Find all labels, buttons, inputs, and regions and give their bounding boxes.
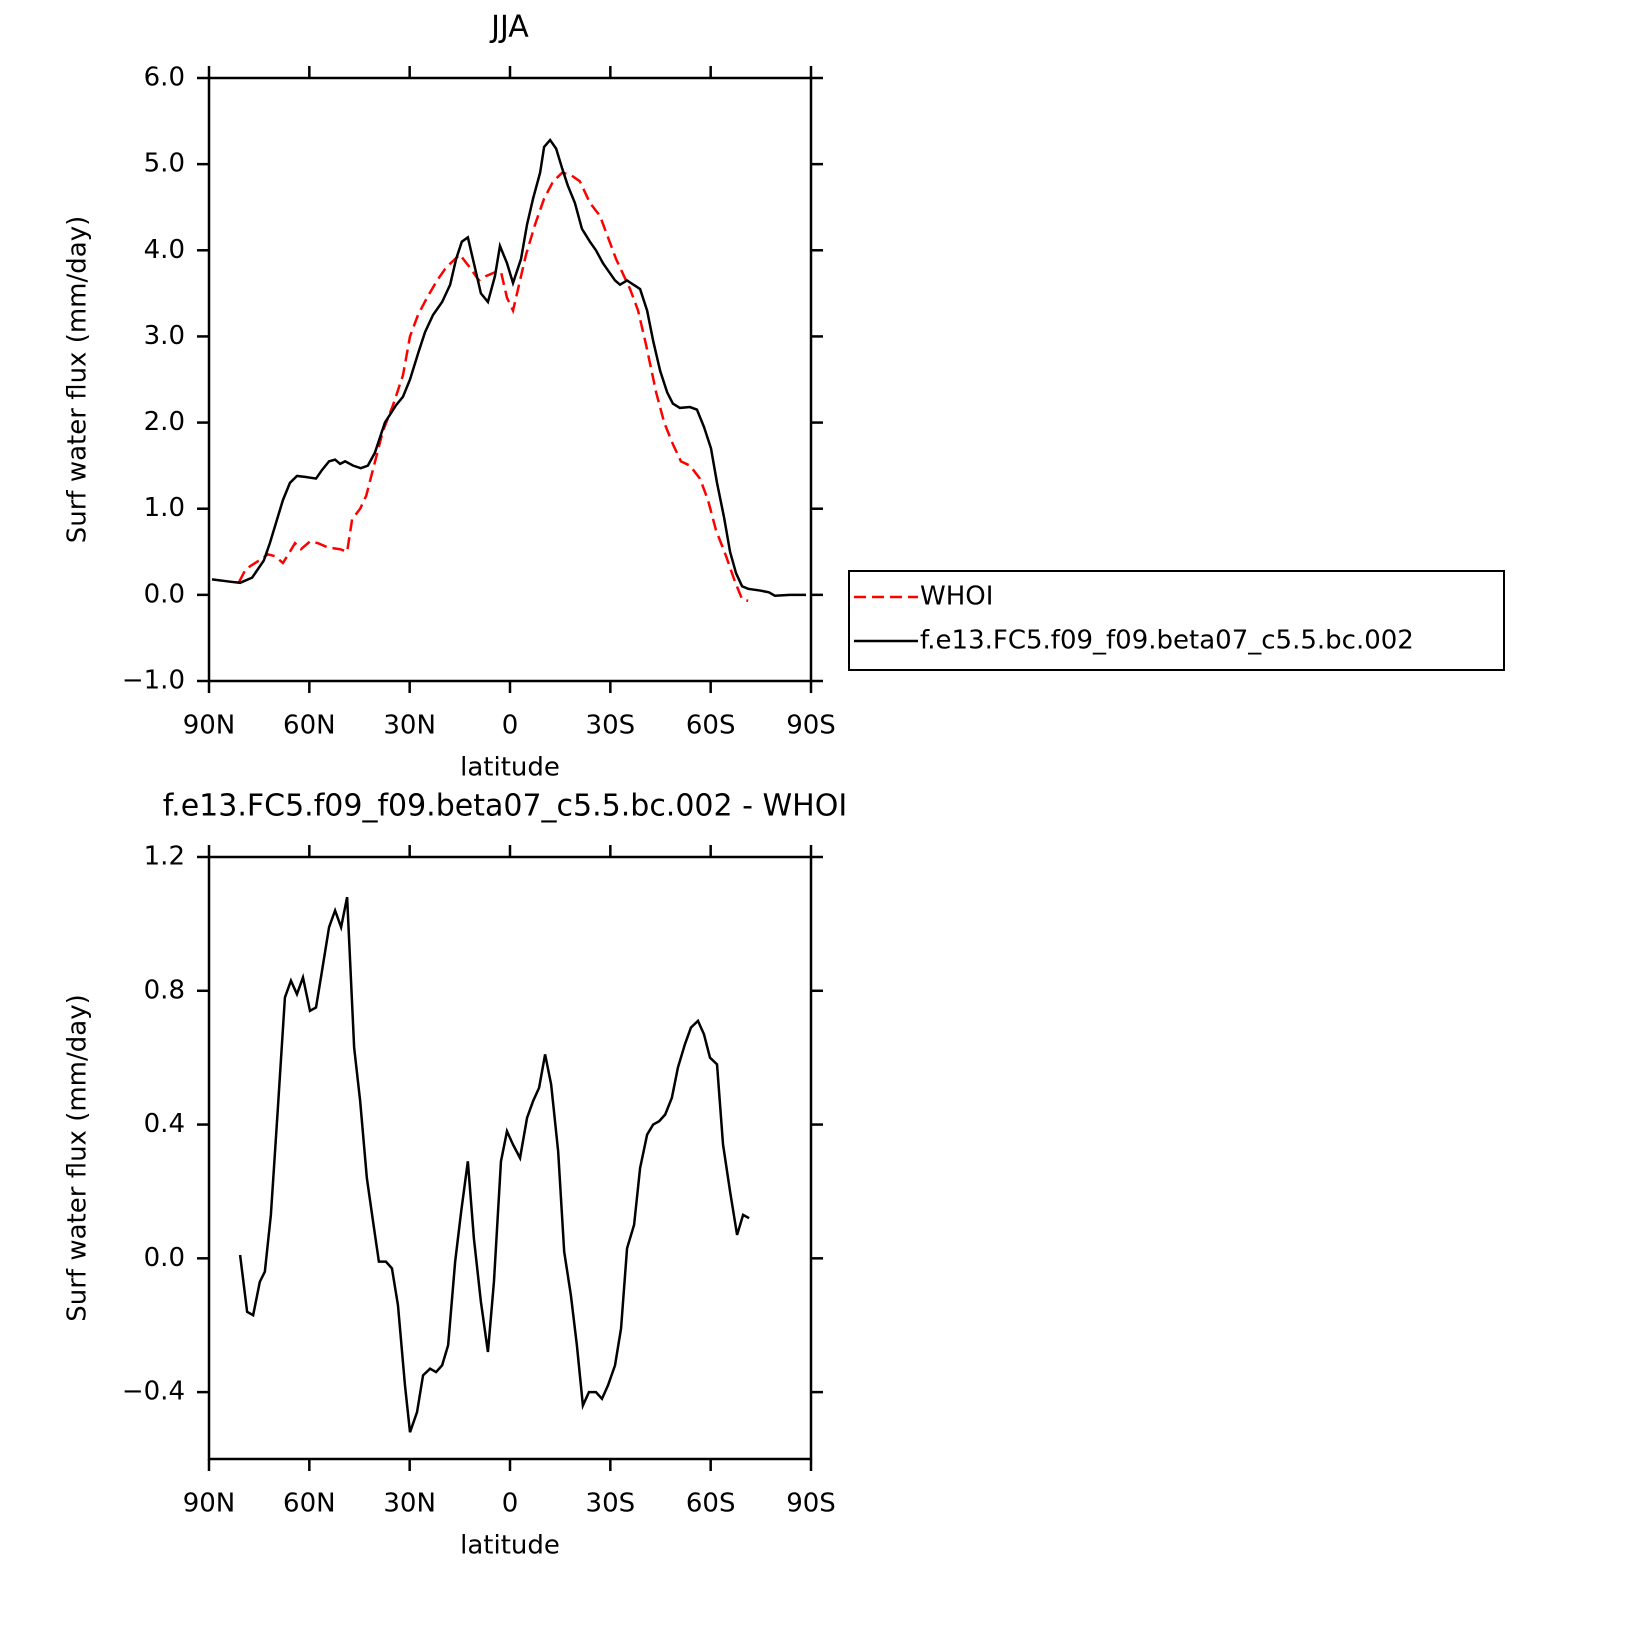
y-tick-label: 6.0 — [144, 63, 185, 93]
legend-label: WHOI — [920, 582, 993, 612]
y-axis-label: Surf water flux (mm/day) — [63, 216, 93, 543]
y-tick-label: 5.0 — [144, 149, 185, 179]
y-tick-label: 0.0 — [144, 1243, 185, 1273]
x-tick-label: 60N — [283, 1489, 336, 1519]
x-tick-label: 90S — [786, 711, 836, 741]
legend-box — [848, 570, 1505, 671]
x-axis-label: latitude — [460, 753, 560, 783]
y-tick-label: 1.2 — [144, 842, 185, 872]
chart-title: JJA — [489, 10, 529, 45]
plot-frame — [207, 76, 813, 683]
x-tick-label: 30N — [383, 711, 436, 741]
x-tick-label: 90N — [183, 1489, 236, 1519]
y-tick-label: −1.0 — [122, 666, 185, 696]
y-tick-label: −0.4 — [122, 1377, 185, 1407]
x-tick-label: 0 — [502, 711, 519, 741]
chart-title: f.e13.FC5.f09_f09.beta07_c5.5.bc.002 - W… — [163, 789, 847, 824]
y-tick-label: 3.0 — [144, 321, 185, 351]
x-tick-label: 90N — [183, 711, 236, 741]
x-tick-label: 60N — [283, 711, 336, 741]
x-tick-label: 30S — [586, 711, 636, 741]
x-tick-label: 90S — [786, 1489, 836, 1519]
x-tick-label: 30S — [586, 1489, 636, 1519]
x-tick-label: 60S — [686, 711, 736, 741]
series-line — [238, 896, 750, 1433]
y-axis-label: Surf water flux (mm/day) — [63, 994, 93, 1321]
x-axis-label: latitude — [460, 1531, 560, 1561]
plot-frame — [207, 855, 813, 1461]
x-tick-label: 60S — [686, 1489, 736, 1519]
legend-label: f.e13.FC5.f09_f09.beta07_c5.5.bc.002 — [920, 626, 1414, 656]
y-tick-label: 0.0 — [144, 579, 185, 609]
series-line — [237, 171, 749, 603]
y-tick-label: 1.0 — [144, 493, 185, 523]
x-tick-label: 30N — [383, 1489, 436, 1519]
series-line — [211, 137, 806, 597]
y-tick-label: 0.4 — [144, 1109, 185, 1139]
y-tick-label: 2.0 — [144, 407, 185, 437]
y-tick-label: 4.0 — [144, 235, 185, 265]
y-tick-label: 0.8 — [144, 975, 185, 1005]
x-tick-label: 0 — [502, 1489, 519, 1519]
